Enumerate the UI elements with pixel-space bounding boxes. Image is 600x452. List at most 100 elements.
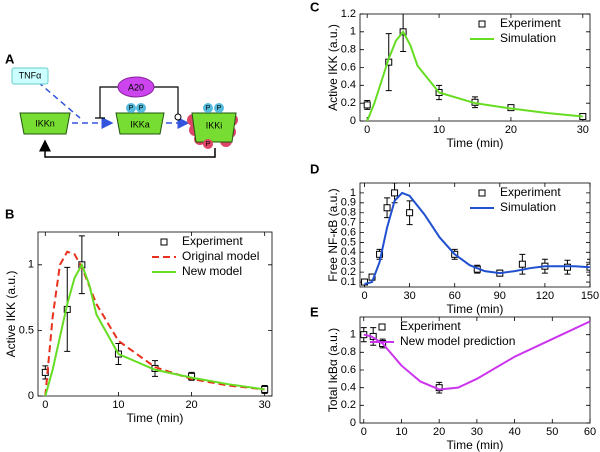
y-tick-label: 1 xyxy=(350,187,356,199)
node xyxy=(115,112,165,135)
x-axis-label: Time (min) xyxy=(127,411,184,425)
x-tick-label: 90 xyxy=(494,290,506,302)
phospho xyxy=(136,103,146,113)
data-point xyxy=(361,278,369,286)
x-tick-label: 50 xyxy=(546,426,558,438)
y-tick-label: 1 xyxy=(350,26,356,38)
y-tick-label: 0.3 xyxy=(341,256,356,268)
x-tick-label: 30 xyxy=(259,399,271,411)
diagram: A TNFα A20 IKKn IKKa P P IKKi P P P xyxy=(5,51,238,158)
data-point xyxy=(518,260,526,268)
plot-frame xyxy=(359,316,591,424)
edge-end xyxy=(174,113,182,121)
phospho-label: P xyxy=(206,141,211,148)
y-tick-label: 0.4 xyxy=(341,382,356,394)
legend-marker xyxy=(478,189,486,197)
y-tick-label: 0.4 xyxy=(341,246,356,258)
chart: B 0 10 20 30 0 0.5 1 Time (min) Active IKK (a.u.)… xyxy=(4,206,273,425)
plot-frame xyxy=(37,231,273,397)
y-tick-label: 1 xyxy=(28,259,34,271)
y-tick-label: 0.2 xyxy=(341,97,356,109)
y-tick-label: 0.7 xyxy=(341,217,356,229)
y-axis-label: Active IKK (a.u.) xyxy=(326,24,340,111)
x-tick-label: 10 xyxy=(433,124,445,136)
x-tick-label: 150 xyxy=(581,290,599,302)
plot-area xyxy=(360,320,590,394)
error-bar xyxy=(587,258,590,276)
phospho-label: P xyxy=(206,105,211,112)
legend-label: Simulation xyxy=(500,31,556,45)
x-tick-label: 10 xyxy=(112,399,124,411)
data-point xyxy=(391,189,399,197)
inhibition-edge xyxy=(95,86,118,119)
x-tick-label: 120 xyxy=(536,290,554,302)
chart: D 0 30 60 90 120 150 0.10.20.30.40.50.60.70.80.… xyxy=(310,161,599,316)
phospho xyxy=(126,103,136,113)
y-tick-label: 0 xyxy=(350,115,356,127)
legend-label: Original model xyxy=(182,249,259,263)
y-tick-label: 0.2 xyxy=(341,399,356,411)
x-tick-label: 20 xyxy=(433,426,445,438)
y-tick-label: 0.8 xyxy=(341,44,356,56)
legend-marker xyxy=(160,238,168,246)
y-tick-label: 0.1 xyxy=(341,276,356,288)
phospho-label: P xyxy=(129,105,134,112)
y-axis-label: Free NF-κB (a.u.) xyxy=(326,188,340,281)
inhibition-edge xyxy=(154,86,179,114)
x-tick-label: 0 xyxy=(361,290,367,302)
y-axis-label: Active IKK (a.u.) xyxy=(4,271,18,358)
y-tick-label: 1 xyxy=(350,329,356,341)
y-tick-label: 0 xyxy=(28,390,34,402)
node xyxy=(19,112,71,135)
legend-marker xyxy=(378,323,386,331)
legend-label: Experiment xyxy=(400,319,461,333)
y-tick-label: 1.2 xyxy=(341,8,356,20)
legend-label: Experiment xyxy=(182,234,243,248)
plot-area xyxy=(363,14,587,121)
y-tick-label: 0.5 xyxy=(19,324,34,336)
x-tick-label: 10 xyxy=(395,426,407,438)
series-line xyxy=(364,191,590,285)
x-axis-label: Time (min) xyxy=(447,136,504,150)
node xyxy=(191,112,237,143)
panel-label: C xyxy=(310,0,320,14)
series-line xyxy=(366,30,583,121)
phospho xyxy=(214,103,224,113)
y-tick-label: 0 xyxy=(350,417,356,429)
y-tick-label: 0.8 xyxy=(341,207,356,219)
legend-label: Simulation xyxy=(500,200,556,214)
phospho xyxy=(203,139,213,149)
phospho-label: P xyxy=(217,105,222,112)
chart: E 0 10 20 30 40 50 60 0 0.2 0.4 0.6 0.8 1 Time (min) To… xyxy=(310,304,596,452)
legend-label: New model xyxy=(182,264,242,278)
node xyxy=(117,76,155,98)
recycle-edge xyxy=(39,139,216,158)
plot-area xyxy=(361,183,590,286)
panel-label: E xyxy=(310,304,319,319)
x-axis-label: Time (min) xyxy=(447,438,504,452)
x-tick-label: 20 xyxy=(185,399,197,411)
y-tick-label: 0.6 xyxy=(341,364,356,376)
node-label: IKKn xyxy=(35,118,55,128)
legend-label: New model prediction xyxy=(400,334,515,348)
y-tick-label: 0.6 xyxy=(341,61,356,73)
series-line xyxy=(44,262,265,396)
x-tick-label: 0 xyxy=(361,426,367,438)
x-axis-label: Time (min) xyxy=(447,302,504,316)
x-tick-label: 30 xyxy=(471,426,483,438)
phospho xyxy=(203,103,213,113)
legend-marker xyxy=(478,20,486,28)
panel-label: B xyxy=(5,206,14,221)
x-tick-label: 40 xyxy=(508,426,520,438)
legend-label: Experiment xyxy=(500,16,561,30)
data-point xyxy=(383,204,391,212)
y-tick-label: 0.2 xyxy=(341,266,356,278)
legend-label: Experiment xyxy=(500,185,561,199)
x-tick-label: 0 xyxy=(364,124,370,136)
x-tick-label: 60 xyxy=(449,290,461,302)
